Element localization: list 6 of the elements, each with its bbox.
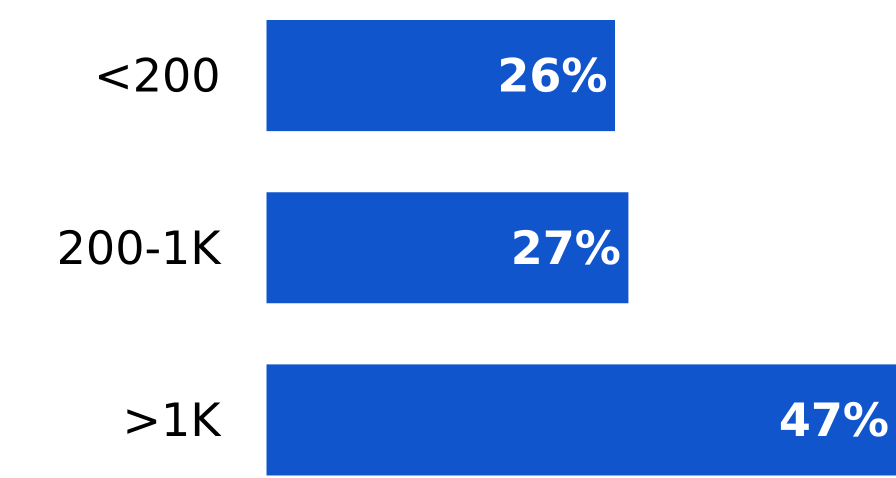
y-tick-label: <200 (94, 48, 220, 103)
data-label: 47% (778, 392, 889, 447)
data-label: 26% (497, 48, 608, 103)
y-tick-label: 200-1K (56, 220, 222, 275)
y-tick-label: >1K (122, 392, 222, 447)
data-label: 27% (510, 220, 621, 275)
